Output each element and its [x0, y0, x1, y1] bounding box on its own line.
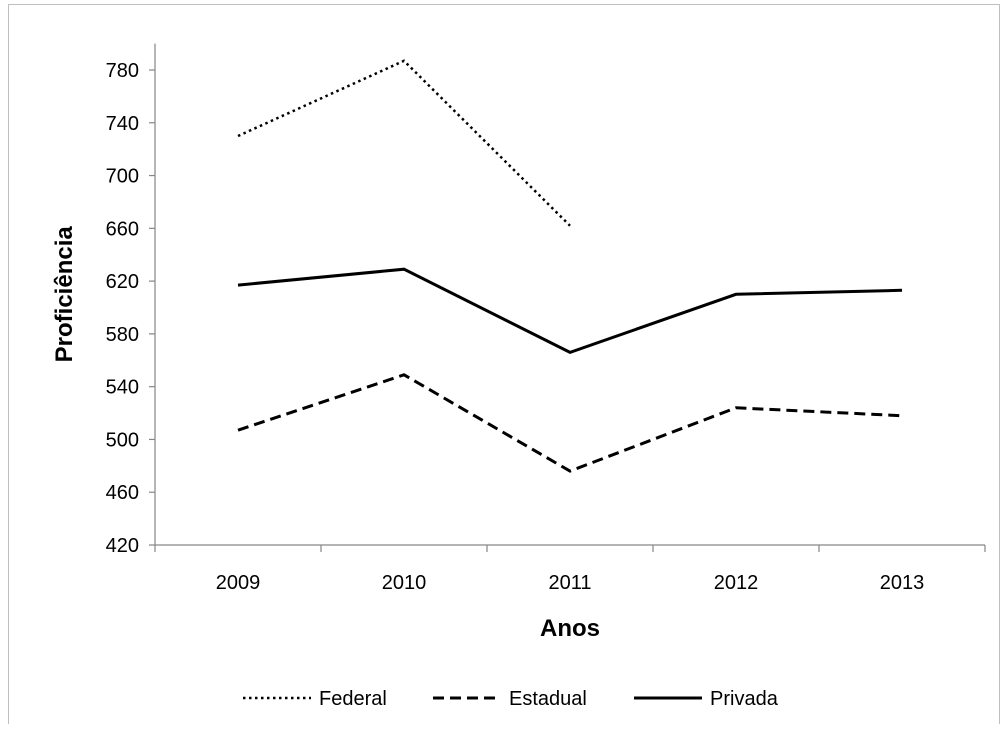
x-axis-title: Anos — [540, 615, 600, 642]
y-tick-label: 460 — [106, 482, 139, 504]
x-ticks: 2009 2010 2011 2012 2013 — [154, 545, 986, 594]
x-tick-label: 2013 — [880, 572, 925, 594]
x-tick-label: 2009 — [216, 572, 261, 594]
y-tick-label: 540 — [106, 377, 139, 399]
series-line-estadual — [237, 373, 903, 473]
legend: Federal Estadual Privada — [243, 688, 779, 710]
legend-label-privada: Privada — [710, 688, 779, 710]
chart-frame — [8, 4, 1000, 724]
y-tick-label: 420 — [106, 535, 139, 557]
legend-label-federal: Federal — [319, 688, 387, 710]
series-line-federal — [237, 59, 571, 227]
x-tick-label: 2011 — [548, 572, 591, 594]
series-line-privada — [237, 267, 903, 355]
y-tick-label: 620 — [106, 271, 139, 293]
y-ticks: 420 460 500 540 580 620 660 700 740 780 — [106, 60, 155, 557]
x-tick-label: 2012 — [714, 572, 759, 594]
y-axis-title: Proficiência — [51, 226, 78, 363]
y-tick-label: 700 — [106, 166, 139, 188]
series-lines — [237, 59, 903, 473]
axes — [154, 43, 985, 546]
y-tick-label: 660 — [106, 218, 139, 240]
y-tick-label: 580 — [106, 324, 139, 346]
y-tick-label: 740 — [106, 113, 139, 135]
y-tick-label: 500 — [106, 429, 139, 451]
legend-label-estadual: Estadual — [509, 688, 587, 710]
x-tick-label: 2010 — [382, 572, 427, 594]
y-tick-label: 780 — [106, 60, 139, 82]
